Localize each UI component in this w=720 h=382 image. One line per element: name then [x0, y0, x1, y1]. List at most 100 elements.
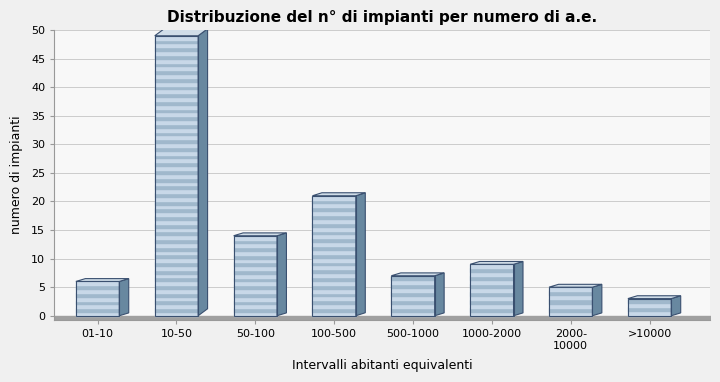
Polygon shape	[391, 273, 444, 276]
Bar	[549, 295, 593, 299]
Bar	[155, 224, 198, 228]
Bar	[155, 120, 198, 124]
Bar	[628, 299, 671, 303]
Bar	[155, 189, 198, 193]
Bar	[155, 208, 198, 212]
Bar	[312, 312, 356, 316]
Bar	[155, 59, 198, 63]
Bar	[155, 101, 198, 105]
Bar	[470, 288, 513, 292]
Bar	[155, 93, 198, 97]
Polygon shape	[435, 273, 444, 316]
Bar	[155, 293, 198, 296]
Bar	[155, 139, 198, 143]
Bar	[155, 86, 198, 89]
Bar	[155, 55, 198, 59]
Bar	[155, 132, 198, 136]
Bar	[155, 136, 198, 139]
Bar	[155, 178, 198, 181]
Bar	[155, 166, 198, 170]
Bar	[155, 44, 198, 47]
Bar	[155, 193, 198, 197]
Bar	[155, 212, 198, 216]
Bar	[155, 304, 198, 308]
Bar	[470, 264, 513, 316]
Bar	[312, 277, 356, 281]
Bar	[155, 285, 198, 289]
Bar	[76, 297, 120, 301]
Bar	[391, 304, 435, 308]
Bar	[470, 268, 513, 272]
Bar	[155, 312, 198, 316]
Bar	[628, 307, 671, 311]
Bar	[155, 162, 198, 166]
X-axis label: Intervalli abitanti equivalenti: Intervalli abitanti equivalenti	[292, 359, 472, 372]
Bar	[155, 289, 198, 293]
Bar	[312, 223, 356, 227]
Bar	[470, 304, 513, 308]
Bar	[391, 288, 435, 292]
Bar	[233, 285, 277, 289]
Bar	[470, 308, 513, 312]
Bar	[155, 159, 198, 162]
Bar	[155, 89, 198, 93]
Polygon shape	[593, 284, 602, 316]
Bar	[76, 312, 120, 316]
Bar	[76, 282, 120, 316]
Bar	[312, 219, 356, 223]
Polygon shape	[76, 278, 129, 282]
Bar	[233, 251, 277, 255]
Bar	[312, 285, 356, 289]
Bar	[391, 276, 435, 316]
Bar	[233, 278, 277, 282]
Bar	[155, 216, 198, 220]
Bar	[155, 296, 198, 300]
Bar	[155, 151, 198, 155]
Polygon shape	[356, 193, 365, 316]
Bar	[312, 215, 356, 219]
Bar	[155, 124, 198, 128]
Bar	[233, 236, 277, 316]
Bar	[549, 291, 593, 295]
Bar	[233, 293, 277, 297]
Bar	[470, 284, 513, 288]
Bar	[155, 239, 198, 243]
Bar	[470, 264, 513, 268]
Bar	[155, 281, 198, 285]
Bar	[549, 304, 593, 308]
Bar	[233, 255, 277, 259]
Bar	[312, 254, 356, 258]
Bar	[470, 276, 513, 280]
Bar	[312, 227, 356, 231]
Polygon shape	[549, 284, 602, 287]
Bar	[155, 116, 198, 120]
Bar	[76, 293, 120, 297]
Bar	[233, 289, 277, 293]
Bar	[233, 297, 277, 301]
Bar	[155, 97, 198, 101]
Bar	[76, 289, 120, 293]
Bar	[155, 247, 198, 251]
Bar	[155, 251, 198, 254]
Bar	[549, 287, 593, 316]
Bar	[312, 250, 356, 254]
Bar	[155, 235, 198, 239]
Bar	[312, 204, 356, 207]
Bar	[155, 181, 198, 185]
Bar	[233, 304, 277, 308]
Bar	[155, 74, 198, 78]
Bar	[312, 281, 356, 285]
Polygon shape	[628, 296, 680, 299]
Bar	[391, 284, 435, 288]
Bar	[391, 296, 435, 300]
Bar	[155, 47, 198, 51]
Bar	[155, 147, 198, 151]
Bar	[233, 243, 277, 247]
Bar	[312, 262, 356, 265]
Bar	[312, 304, 356, 308]
Bar	[155, 262, 198, 266]
Bar	[470, 292, 513, 296]
Bar	[628, 303, 671, 307]
Bar	[312, 265, 356, 269]
Bar	[155, 143, 198, 147]
